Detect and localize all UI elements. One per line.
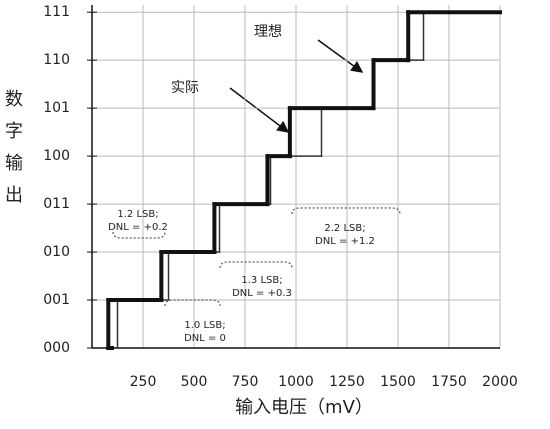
x-tick-label: 1500 [380,374,416,390]
annotation: DNL = +0.3 [232,288,292,299]
x-axis-title: 输入电压（mV） [235,397,373,418]
y-tick-label: 101 [43,100,70,116]
x-tick-label: 1250 [329,374,365,390]
x-tick-label: 1750 [431,374,467,390]
y-tick-label: 111 [43,4,70,20]
y-tick-label: 100 [43,148,70,164]
y-tick-label: 010 [43,244,70,260]
y-axis-title: 出 [5,185,23,206]
series-label: 理想 [254,24,282,40]
annotation: 1.3 LSB; [241,275,282,286]
y-tick-label: 011 [43,196,70,212]
arrow [229,87,290,133]
x-tick-label: 250 [130,374,157,390]
series-label: 实际 [171,80,199,96]
y-axis-title: 字 [5,121,23,142]
x-tick-label: 500 [181,374,208,390]
bracket [164,299,221,307]
annotation: DNL = +0.2 [108,222,168,233]
x-tick-label: 1000 [278,374,314,390]
annotation: 2.2 LSB; [324,223,365,234]
x-tick-label: 750 [232,374,259,390]
y-axis-title: 输 [5,153,23,174]
arrow [317,39,364,73]
annotation: DNL = 0 [184,333,226,344]
annotation: DNL = +1.2 [315,236,375,247]
bracket [112,231,166,239]
annotation: 1.0 LSB; [184,320,225,331]
y-tick-label: 000 [43,340,70,356]
y-tick-label: 001 [43,292,70,308]
bracket [219,261,293,269]
y-tick-label: 110 [43,52,70,68]
x-tick-label: 2000 [482,374,518,390]
annotation: 1.2 LSB; [117,209,158,220]
y-axis-title: 数 [5,89,23,110]
bracket [291,207,401,215]
